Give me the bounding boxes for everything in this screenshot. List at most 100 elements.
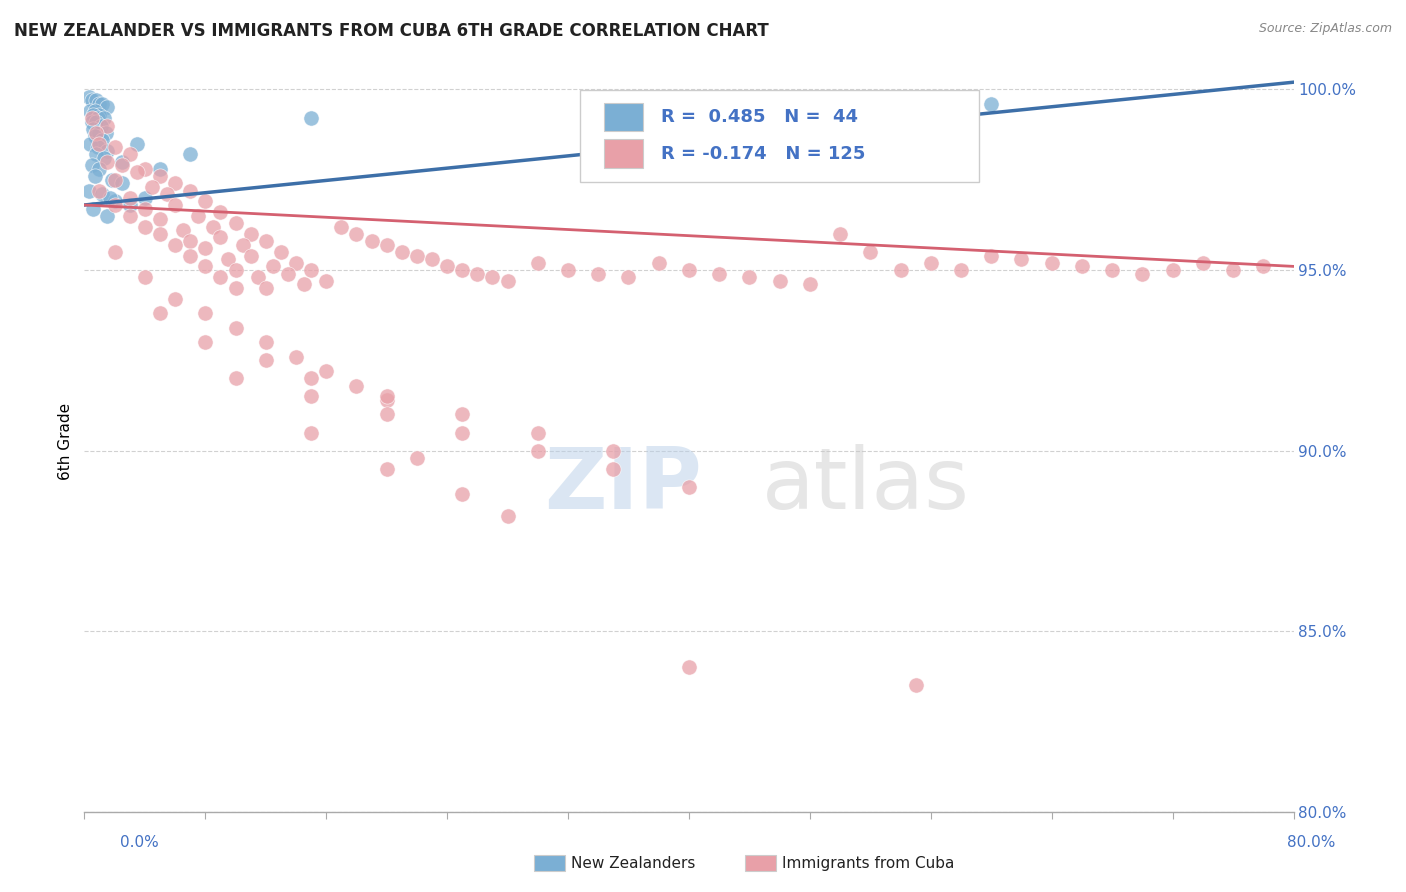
Point xyxy=(179,147,201,161)
Point xyxy=(346,227,368,241)
Point xyxy=(194,194,217,209)
Point xyxy=(527,425,550,440)
Point xyxy=(1132,267,1154,281)
Point xyxy=(80,115,103,129)
Point xyxy=(239,248,262,262)
Point xyxy=(79,104,101,119)
Point xyxy=(239,227,262,241)
Point xyxy=(360,234,382,248)
Point xyxy=(247,270,270,285)
Point xyxy=(98,191,121,205)
Point xyxy=(96,119,118,133)
Point xyxy=(262,260,284,274)
Point xyxy=(451,425,474,440)
Point xyxy=(80,112,103,126)
FancyBboxPatch shape xyxy=(581,90,979,183)
Point xyxy=(254,335,277,350)
Text: New Zealanders: New Zealanders xyxy=(571,856,695,871)
Point xyxy=(890,263,912,277)
Point xyxy=(149,227,172,241)
Point xyxy=(557,263,579,277)
Point xyxy=(86,93,108,107)
Text: Source: ZipAtlas.com: Source: ZipAtlas.com xyxy=(1258,22,1392,36)
Point xyxy=(451,487,474,501)
Point xyxy=(391,244,413,259)
Point xyxy=(94,126,117,140)
Point xyxy=(1011,252,1033,267)
Point xyxy=(406,450,429,465)
Point xyxy=(270,244,292,259)
Point xyxy=(225,371,247,385)
Point xyxy=(89,184,111,198)
Point xyxy=(738,270,761,285)
Point xyxy=(77,89,100,103)
Point xyxy=(179,184,201,198)
Point xyxy=(91,133,114,147)
Point xyxy=(225,263,247,277)
Point xyxy=(678,660,700,674)
Point xyxy=(277,267,299,281)
FancyBboxPatch shape xyxy=(605,103,643,131)
Point xyxy=(830,227,852,241)
Point xyxy=(330,219,353,234)
Point xyxy=(859,244,882,259)
Point xyxy=(209,270,232,285)
Text: R = -0.174   N = 125: R = -0.174 N = 125 xyxy=(661,145,866,162)
Point xyxy=(1192,256,1215,270)
Point xyxy=(194,335,217,350)
Point xyxy=(496,508,519,523)
Point xyxy=(406,248,429,262)
Point xyxy=(527,443,550,458)
FancyBboxPatch shape xyxy=(605,139,643,168)
Point xyxy=(375,408,398,422)
Text: ZIP: ZIP xyxy=(544,444,702,527)
Point xyxy=(91,96,114,111)
Point xyxy=(436,260,458,274)
Point xyxy=(225,320,247,334)
Point xyxy=(134,270,156,285)
Point xyxy=(799,277,821,292)
Point xyxy=(82,122,104,136)
Point xyxy=(375,237,398,252)
Point xyxy=(104,194,127,209)
Point xyxy=(1161,263,1184,277)
Text: R =  0.485   N =  44: R = 0.485 N = 44 xyxy=(661,108,858,127)
Point xyxy=(1253,260,1275,274)
Point xyxy=(165,237,187,252)
Point xyxy=(156,187,179,202)
Point xyxy=(90,119,112,133)
Point xyxy=(209,205,232,219)
Point xyxy=(93,112,115,126)
Point xyxy=(118,191,141,205)
Point xyxy=(292,277,315,292)
Point xyxy=(79,136,101,151)
Point xyxy=(118,209,141,223)
Point xyxy=(315,364,337,378)
Point xyxy=(179,248,201,262)
Point xyxy=(496,274,519,288)
Point xyxy=(315,274,337,288)
Point xyxy=(111,154,134,169)
Point xyxy=(285,256,308,270)
Point xyxy=(769,274,792,288)
Point xyxy=(104,198,127,212)
Point xyxy=(89,136,111,151)
Point xyxy=(84,129,107,144)
Point xyxy=(299,425,322,440)
Point xyxy=(91,187,114,202)
Point xyxy=(149,306,172,320)
Point xyxy=(225,216,247,230)
Point xyxy=(451,408,474,422)
Y-axis label: 6th Grade: 6th Grade xyxy=(58,403,73,480)
Point xyxy=(527,256,550,270)
Point xyxy=(209,230,232,244)
Point xyxy=(86,115,108,129)
Point xyxy=(96,144,118,158)
Point xyxy=(225,281,247,295)
Point xyxy=(217,252,239,267)
Point xyxy=(254,281,277,295)
Point xyxy=(86,147,108,161)
Point xyxy=(100,172,122,186)
Point xyxy=(602,461,624,475)
Point xyxy=(648,256,671,270)
